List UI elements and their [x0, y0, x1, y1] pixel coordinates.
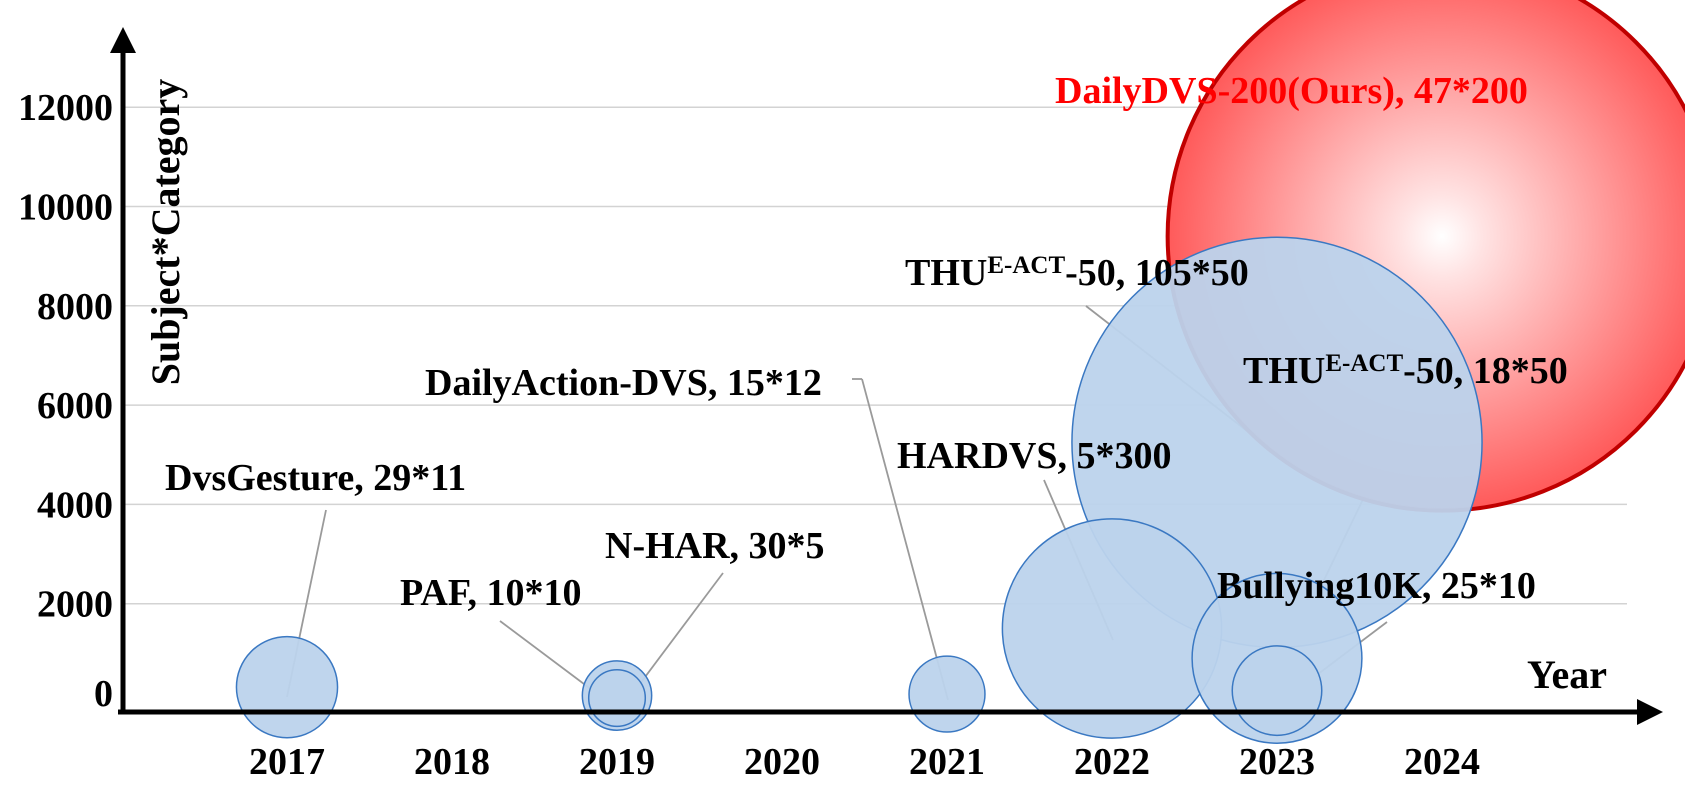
x-tick-label: 2022: [1074, 741, 1150, 783]
point-label-bullying: Bullying10K, 25*10: [1217, 565, 1536, 607]
bubble-dailyaction: [908, 655, 986, 733]
bubble-paf: [587, 668, 647, 728]
label-rest: -50, 18*50: [1403, 350, 1568, 392]
y-tick-label: 2000: [37, 584, 113, 626]
x-tick-labels: 2017 2018 2019 2020 2021 2022 2023 2024: [249, 741, 1480, 783]
point-label-thu18: THUE-ACT-50, 18*50: [1243, 350, 1568, 392]
x-tick-label: 2018: [414, 741, 490, 783]
bubble-dvsgesture: [235, 635, 339, 739]
x-axis-label: Year: [1527, 652, 1607, 697]
y-tick-label: 6000: [37, 385, 113, 427]
label-superscript: E-ACT: [987, 252, 1065, 279]
x-tick-label: 2019: [579, 741, 655, 783]
x-tick-label: 2020: [744, 741, 820, 783]
y-tick-label: 8000: [37, 286, 113, 328]
label-main: THU: [905, 252, 987, 294]
y-axis-arrow: [110, 27, 136, 53]
label-rest: -50, 105*50: [1065, 252, 1249, 294]
bubble-bullying: [1231, 645, 1323, 737]
y-tick-labels: 0 2000 4000 6000 8000 10000 12000: [18, 87, 113, 715]
point-label-thu105: THUE-ACT-50, 105*50: [905, 252, 1249, 294]
leader-line-dailyaction: [861, 378, 949, 701]
label-main: THU: [1243, 350, 1325, 392]
x-axis-arrow: [1637, 699, 1663, 725]
y-tick-label: 0: [94, 673, 113, 715]
y-tick-label: 12000: [18, 87, 113, 129]
point-label-dvsgesture: DvsGesture, 29*11: [165, 457, 466, 499]
y-axis-label: Subject*Category: [143, 79, 188, 386]
y-tick-label: 4000: [37, 484, 113, 526]
bubble-hardvs: [1001, 518, 1223, 739]
point-labels: DvsGesture, 29*11 PAF, 10*10 N-HAR, 30*5 Da…: [165, 70, 1568, 614]
point-label-dailyaction: DailyAction-DVS, 15*12: [425, 362, 822, 404]
label-superscript: E-ACT: [1325, 350, 1403, 377]
point-label-nhar: N-HAR, 30*5: [605, 525, 825, 567]
x-tick-label: 2021: [909, 741, 985, 783]
axes: [110, 27, 1663, 725]
point-label-hardvs: HARDVS, 5*300: [897, 435, 1171, 477]
y-tick-label: 10000: [18, 187, 113, 229]
x-tick-label: 2023: [1239, 741, 1315, 783]
point-label-paf: PAF, 10*10: [400, 572, 582, 614]
x-tick-label: 2024: [1404, 741, 1480, 783]
point-label-dailydvs: DailyDVS-200(Ours), 47*200: [1055, 70, 1528, 112]
x-tick-label: 2017: [249, 741, 325, 783]
